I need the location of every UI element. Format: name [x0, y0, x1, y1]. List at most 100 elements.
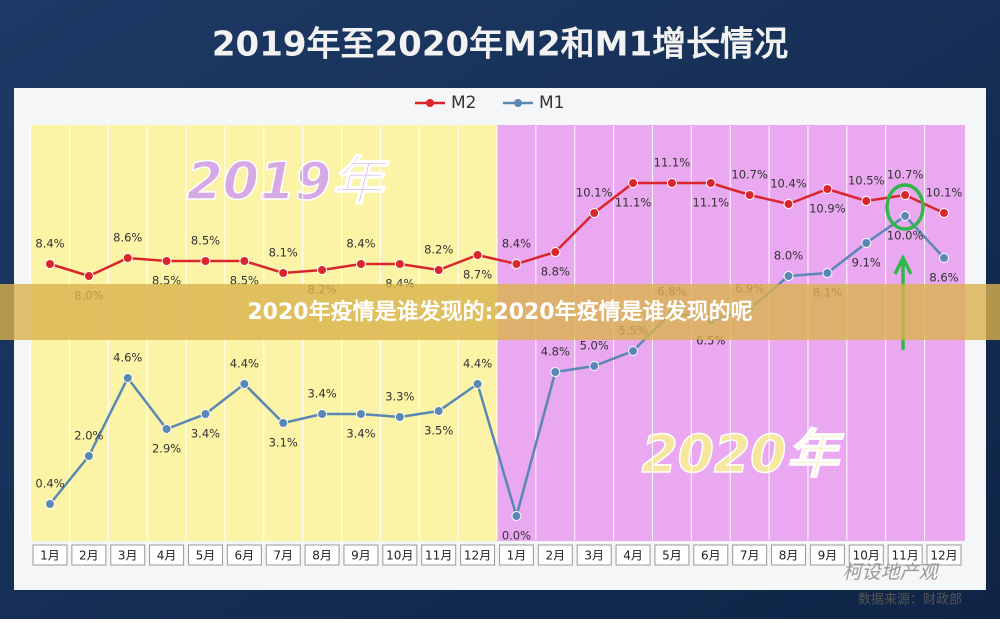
value-label: 10.4%	[770, 177, 807, 191]
x-tick-box	[732, 544, 768, 566]
value-label: 10.9%	[809, 202, 846, 216]
x-tick-label: 3月	[584, 549, 604, 563]
point	[939, 253, 949, 263]
highlight-circle	[885, 183, 925, 231]
value-label: 5.0%	[580, 339, 609, 353]
value-label: 4.6%	[113, 351, 142, 365]
value-label: 10.1%	[926, 186, 963, 200]
point	[472, 250, 483, 260]
x-tick-label: 5月	[196, 549, 216, 563]
x-tick-label: 1月	[507, 549, 527, 563]
x-tick-box	[537, 544, 573, 566]
point	[355, 259, 366, 269]
point	[45, 259, 55, 269]
value-label: 11.1%	[654, 156, 691, 170]
point	[394, 259, 405, 269]
value-label: 4.8%	[541, 345, 570, 359]
point	[122, 253, 133, 263]
value-label: 10.1%	[576, 186, 613, 200]
x-tick-label: 7月	[740, 549, 760, 563]
value-label: 8.4%	[502, 237, 531, 251]
value-label: 8.4%	[35, 237, 64, 251]
point	[161, 256, 172, 266]
value-label: 10.7%	[887, 168, 924, 182]
point	[433, 265, 444, 275]
x-tick-label: 11月	[425, 549, 452, 563]
point	[822, 268, 833, 278]
value-label: 8.1%	[269, 246, 298, 260]
x-tick-label: 7月	[273, 549, 293, 563]
point	[472, 379, 483, 389]
x-tick-box	[187, 544, 223, 566]
point	[900, 211, 911, 221]
x-tick-box	[226, 544, 262, 566]
point	[239, 379, 250, 389]
value-label: 2.0%	[74, 429, 103, 443]
value-label: 8.0%	[774, 249, 803, 263]
point	[45, 499, 55, 509]
point	[744, 190, 755, 200]
chart-title: 2019年至2020年M2和M1增长情况	[212, 25, 788, 65]
point	[83, 451, 94, 461]
x-tick-box	[110, 544, 146, 566]
x-tick-box	[576, 544, 612, 566]
x-tick-label: 9月	[818, 549, 838, 563]
point	[200, 256, 211, 266]
point	[822, 184, 833, 194]
value-label: 11.1%	[693, 196, 730, 210]
point	[278, 418, 289, 428]
point	[433, 406, 444, 416]
x-tick-box	[654, 544, 690, 566]
point	[705, 178, 716, 188]
x-tick-label: 10月	[853, 549, 880, 563]
x-tick-label: 4月	[623, 549, 643, 563]
point	[200, 409, 211, 419]
value-label: 3.3%	[385, 390, 414, 404]
point	[278, 268, 289, 278]
value-label: 3.5%	[424, 424, 453, 438]
value-label: 8.6%	[113, 231, 142, 245]
value-label: 8.5%	[191, 234, 220, 248]
value-label: 8.6%	[929, 271, 958, 285]
banner	[0, 284, 1000, 340]
point	[511, 259, 522, 269]
x-tick-box	[848, 544, 884, 566]
x-tick-box	[304, 544, 340, 566]
point	[550, 367, 561, 377]
x-tick-label: 8月	[779, 549, 799, 563]
point	[317, 409, 328, 419]
point	[511, 511, 522, 521]
x-tick-label: 5月	[662, 549, 682, 563]
series-line	[49, 214, 945, 521]
x-tick-box	[149, 544, 185, 566]
point	[628, 178, 639, 188]
x-tick-label: 6月	[701, 549, 721, 563]
value-label: 8.7%	[463, 268, 492, 282]
point	[783, 271, 794, 281]
watermark: 柯设地产观	[842, 562, 939, 584]
x-tick-label: 3月	[118, 549, 138, 563]
point	[628, 346, 639, 356]
x-tick-label: 1月	[40, 549, 60, 563]
legend-label: M1	[539, 93, 564, 113]
value-label: 8.8%	[541, 265, 570, 279]
value-label: 2.9%	[152, 442, 181, 456]
legend-dot	[514, 99, 522, 107]
x-tick-box	[32, 544, 68, 566]
point	[939, 208, 949, 218]
x-tick-label: 2月	[545, 549, 565, 563]
value-label: 3.4%	[191, 427, 220, 441]
x-tick-box	[887, 544, 923, 566]
x-tick-box	[693, 544, 729, 566]
point	[550, 247, 561, 257]
value-label: 10.0%	[887, 229, 924, 243]
x-tick-label: 12月	[464, 549, 491, 563]
x-tick-label: 4月	[157, 549, 177, 563]
value-label: 11.1%	[615, 196, 652, 210]
point	[317, 265, 328, 275]
x-tick-label: 2月	[79, 549, 99, 563]
x-tick-box	[421, 544, 457, 566]
value-label: 10.7%	[731, 168, 768, 182]
point	[355, 409, 366, 419]
